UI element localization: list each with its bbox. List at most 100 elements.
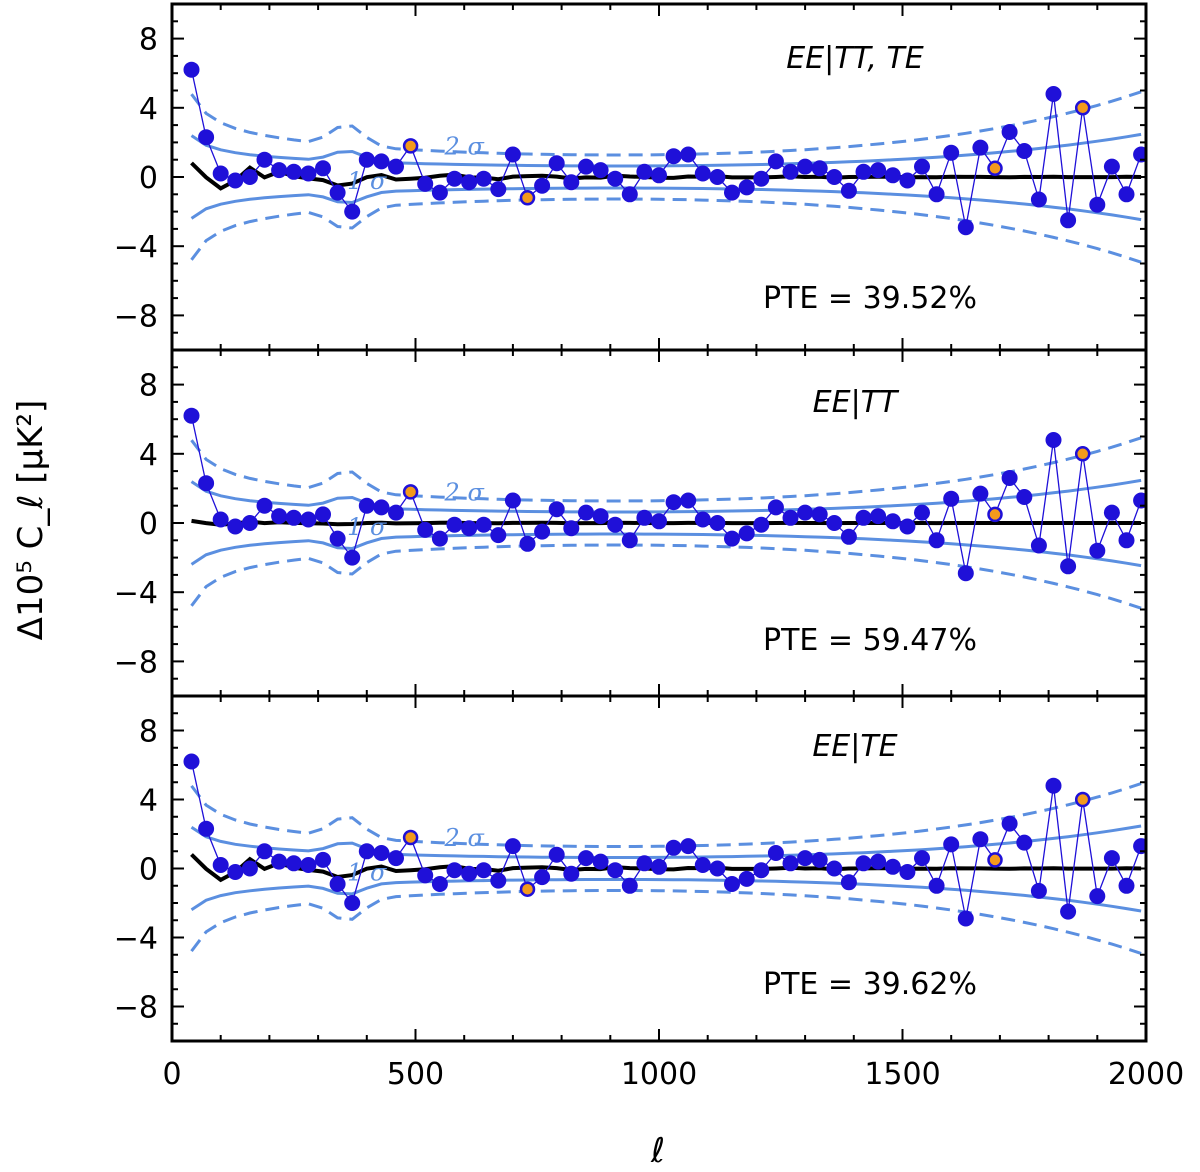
data-point [388,504,404,521]
data-point [504,838,521,855]
data-point [344,203,361,220]
data-point [227,864,244,880]
data-point [724,876,740,892]
data-point [227,518,244,535]
pte-value: PTE = 39.62% [763,967,977,1002]
data-point [475,516,492,533]
y-tick-label: −8 [114,645,158,680]
data-point [285,855,302,872]
data-point [563,174,580,191]
panel-1: 1 σ 2 σ −8 −4 0 4 8 EE|TT, TE PTE = 39.52% [114,2,1148,352]
data-point [957,219,974,236]
data-point [914,158,930,175]
outlier-point [987,506,1003,523]
data-point [534,523,551,540]
data-point [680,146,697,163]
data-point [446,862,463,879]
data-point [1103,850,1120,867]
one-sigma-label: 1 σ [347,167,387,195]
data-point [592,162,609,179]
data-point [738,870,755,887]
outlier-point [987,852,1003,868]
data-point [256,151,273,168]
data-point [884,858,901,875]
y-tick-label: 4 [139,438,158,473]
data-point [972,485,989,502]
data-point [183,61,200,78]
data-point [344,549,361,566]
data-point [870,162,887,179]
y-tick-label: 0 [139,161,158,196]
data-point [943,836,960,853]
y-tick-label: −8 [114,991,158,1026]
data-point [300,165,317,182]
one-sigma-upper-line [190,132,1142,168]
data-point [563,865,580,882]
data-point [373,499,390,516]
outlier-point [1074,446,1091,462]
data-point [811,160,828,177]
x-tick-label: 500 [387,1057,444,1092]
data-point [431,876,448,892]
data-point [578,158,594,175]
data-point [329,876,346,892]
two-sigma-label: 2 σ [444,824,485,852]
data-point [285,509,302,526]
data-point [1001,124,1018,140]
data-point [899,518,916,535]
data-point [840,182,857,199]
data-point [1133,146,1146,163]
y-tick-label: 0 [139,507,158,542]
data-point [1118,186,1135,203]
data-point [782,163,799,180]
data-point [797,158,814,175]
data-point [607,516,624,533]
x-tick-label: 1500 [864,1057,940,1092]
data-point [548,501,565,518]
y-tick-label: −4 [114,922,158,957]
data-point [1118,532,1135,549]
two-sigma-label: 2 σ [444,479,485,507]
y-tick-label: 8 [139,369,158,404]
data-point [840,528,857,545]
data-point [899,172,916,189]
data-point [811,506,828,523]
two-sigma-label: 2 σ [444,133,485,161]
two-sigma-upper-line [190,782,1142,848]
data-point [548,155,565,172]
data-point [767,499,784,516]
data-point [490,872,507,889]
data-point [329,184,346,201]
data-point [358,151,375,168]
data-point [1016,834,1033,851]
outlier-point [519,881,536,897]
data-point [957,565,974,582]
plot-area [183,407,1146,610]
data-point [884,513,901,530]
data-point [694,857,711,873]
data-point [607,862,624,879]
plot-area [183,61,1146,264]
data-point [621,186,638,203]
data-point [417,521,434,538]
data-point [504,146,521,163]
data-point [1060,212,1077,229]
data-point [797,504,814,521]
data-point [300,511,317,528]
data-point [329,530,346,547]
data-point [592,853,609,870]
data-point [315,506,331,523]
data-point [753,862,770,879]
panel-title: EE|TT, TE [786,41,924,76]
data-point [198,129,215,146]
pte-value: PTE = 59.47% [763,623,977,658]
data-point [738,179,755,196]
x-tick-label: 2000 [1108,1057,1184,1092]
data-point [665,839,682,856]
data-point [417,867,434,884]
data-point [358,843,375,860]
data-point [534,869,551,886]
data-point [753,516,770,533]
data-point [373,845,390,861]
